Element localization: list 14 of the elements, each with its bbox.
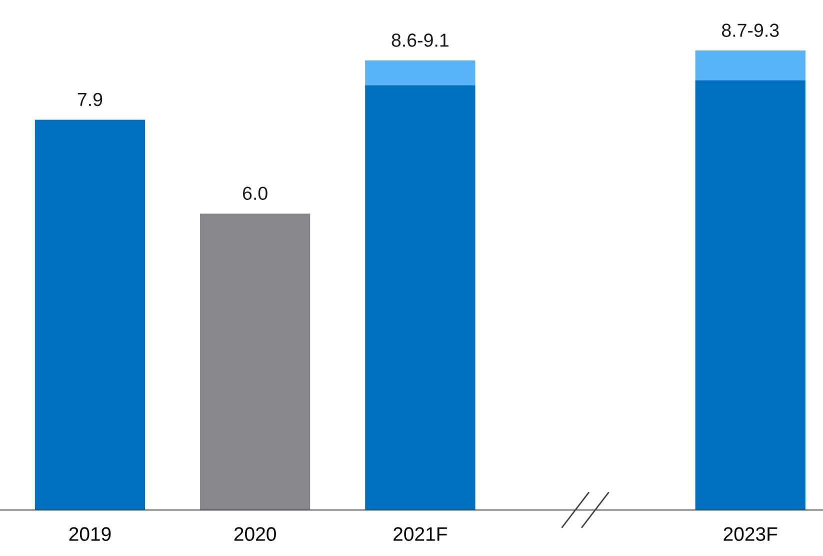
bar [365,85,476,510]
x-tick-label: 2020 [234,527,276,541]
data-label: 6.0 [242,186,268,200]
bar [695,50,806,80]
x-tick-label: 2019 [69,527,111,541]
x-tick-label: 2023F [724,527,778,541]
bar [365,60,476,86]
data-label: 7.9 [78,92,102,106]
data-label: 8.6-9.1 [392,34,448,47]
bar [34,120,146,510]
bar [200,214,310,510]
data-label: 8.7-9.3 [722,24,779,37]
bar [695,80,806,510]
x-tick-label: 2021F [394,527,447,541]
